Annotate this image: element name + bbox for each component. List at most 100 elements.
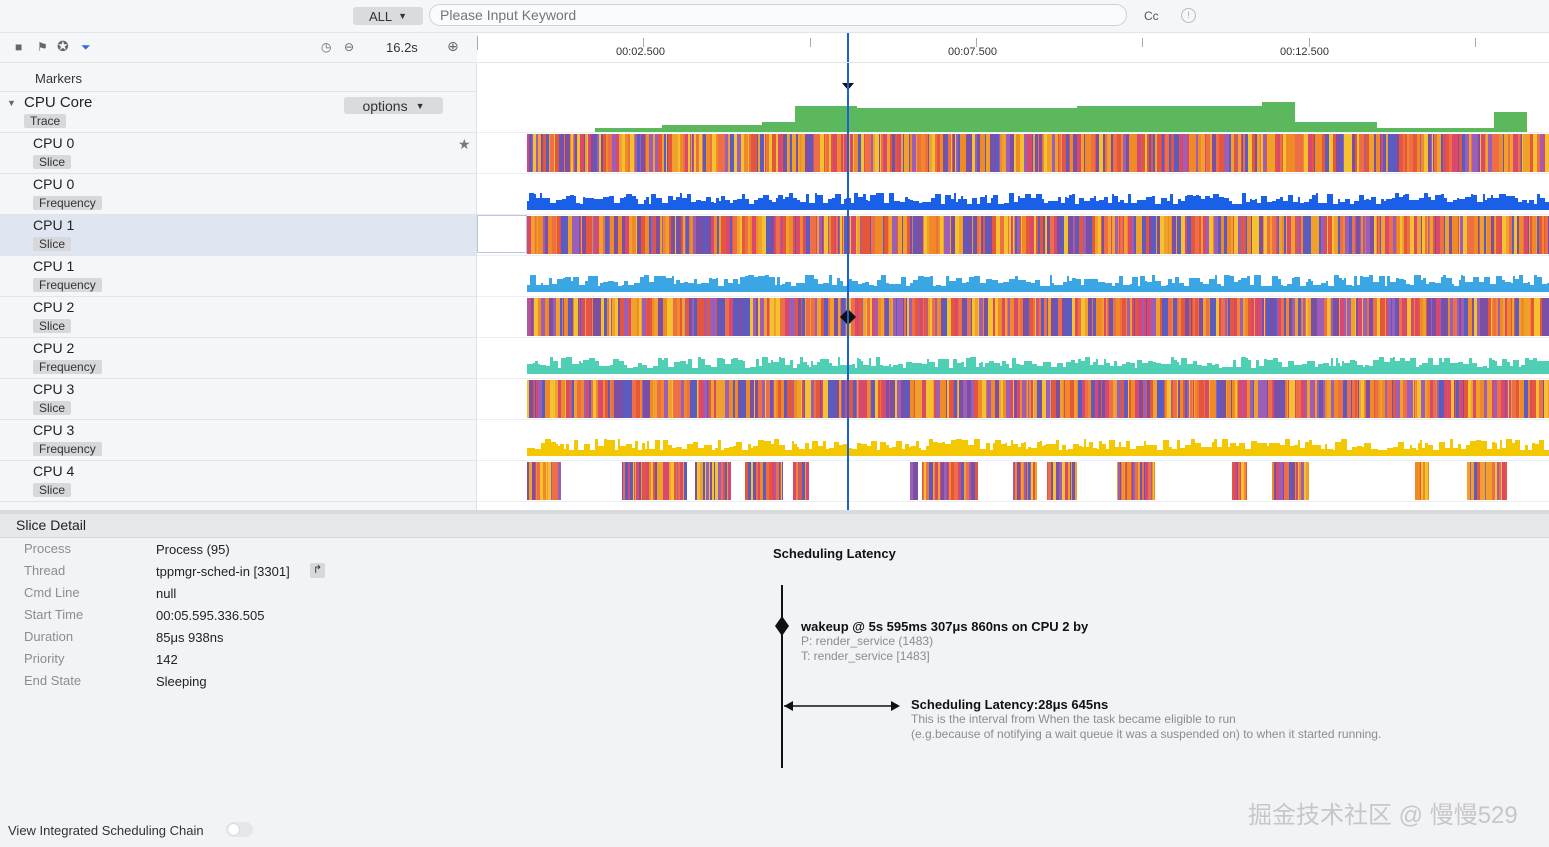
cpu-frequency-bar <box>986 443 990 456</box>
time-cursor[interactable] <box>847 63 849 510</box>
cpu-frequency-bar <box>1090 365 1093 374</box>
cpu-frequency-bar <box>803 362 807 374</box>
cpu-frequency-bar <box>1056 440 1059 456</box>
markers-row[interactable]: Markers <box>0 63 476 92</box>
cpu-frequency-bar <box>1424 193 1428 210</box>
cpu-frequency-bar <box>1298 197 1300 210</box>
cpu-slice <box>770 380 773 418</box>
cpu-slice <box>1021 216 1022 254</box>
track-cpu1-frequency[interactable]: CPU 1 Frequency <box>0 256 476 297</box>
timeline-canvas[interactable] <box>477 63 1549 510</box>
time-ruler[interactable]: 00:02.500 00:07.500 00:12.500 <box>477 33 1549 63</box>
cpu-frequency-bar <box>687 444 693 456</box>
gear-icon[interactable]: ✪ <box>57 38 69 54</box>
cpu-frequency-bar <box>527 364 533 374</box>
search-input[interactable] <box>429 4 1127 26</box>
cpu-slice <box>948 462 949 500</box>
cpu-frequency-bar <box>1024 442 1026 456</box>
cpu-frequency-bar <box>1342 280 1344 292</box>
track-cpu0-frequency[interactable]: CPU 0 Frequency <box>0 174 476 215</box>
cpu-slice <box>1356 298 1358 336</box>
scope-select[interactable]: ALL ▼ <box>353 7 423 25</box>
cpu-slice <box>1417 134 1420 172</box>
cpu-frequency-bar <box>1040 286 1044 292</box>
cpu-frequency-bar <box>913 280 918 292</box>
cpu-slice <box>1425 462 1426 500</box>
time-cursor-ruler[interactable] <box>847 33 849 62</box>
cpu-slice <box>564 134 565 172</box>
cpu-frequency-bar <box>969 277 974 292</box>
info-icon[interactable]: ! <box>1181 8 1196 23</box>
cpu-slice <box>1030 134 1032 172</box>
track-cpu1-slice[interactable]: CPU 1 Slice <box>0 215 476 256</box>
cpu-frequency-bar <box>870 195 876 210</box>
cpu-frequency-bar <box>929 439 933 456</box>
expand-triangle-icon[interactable]: ▼ <box>7 98 16 108</box>
square-icon[interactable]: ■ <box>15 40 23 54</box>
cpu-frequency-bar <box>1200 282 1203 292</box>
cpu-slice <box>537 462 540 500</box>
track-cpu-core[interactable]: ▼ CPU Core Trace options ▼ <box>0 92 476 133</box>
cpu-slice <box>1004 216 1008 254</box>
cpu-frequency-bar <box>541 443 545 456</box>
track-name: CPU 3 <box>33 422 75 438</box>
track-cpu3-frequency[interactable]: CPU 3 Frequency <box>0 420 476 461</box>
match-case-button[interactable]: Cc <box>1144 9 1159 23</box>
options-select[interactable]: options ▼ <box>344 97 443 114</box>
cpu-slice <box>773 298 774 336</box>
cpu-slice <box>879 134 880 172</box>
cpu-slice <box>1324 216 1327 254</box>
cpu-slice <box>1030 380 1031 418</box>
cpu-slice <box>704 380 707 418</box>
track-name: CPU 4 <box>33 463 75 479</box>
cpu-slice <box>1171 380 1172 418</box>
cpu-slice <box>1117 380 1121 418</box>
cpu-slice <box>1420 134 1421 172</box>
cpu-slice <box>1506 216 1509 254</box>
cpu-slice <box>1227 298 1228 336</box>
row-separator <box>477 501 1549 502</box>
zoom-out-icon[interactable]: ⊖ <box>344 40 355 54</box>
toggle-knob[interactable] <box>228 824 239 835</box>
cpu-slice <box>1258 380 1262 418</box>
cpu-slice <box>864 134 865 172</box>
cpu-slice <box>1279 462 1282 500</box>
cpu-frequency-bar <box>1294 445 1298 456</box>
cpu-slice <box>1275 134 1277 172</box>
track-cpu2-frequency[interactable]: CPU 2 Frequency <box>0 338 476 379</box>
track-cpu3-slice[interactable]: CPU 3 Slice <box>0 379 476 420</box>
zoom-in-icon[interactable]: ⊕ <box>447 38 459 54</box>
cpu-frequency-bar <box>1236 204 1242 210</box>
cpu-frequency-bar <box>1422 448 1425 456</box>
cpu-slice <box>716 298 717 336</box>
star-icon[interactable]: ★ <box>458 136 471 152</box>
cpu-slice <box>706 462 709 500</box>
reset-zoom-icon[interactable]: ◷ <box>321 40 332 54</box>
track-cpu0-slice[interactable]: CPU 0 Slice ★ <box>0 133 476 174</box>
cpu-slice <box>1305 134 1308 172</box>
cpu-slice <box>1174 298 1177 336</box>
cpu-slice <box>728 462 731 500</box>
cpu-frequency-bar <box>1471 194 1473 210</box>
cpu-slice <box>1129 134 1133 172</box>
cpu-frequency-bar <box>733 446 736 456</box>
cpu-slice <box>1133 134 1137 172</box>
filter-icon[interactable]: ⏷ <box>81 40 91 54</box>
cpu-slice <box>663 216 666 254</box>
cpu-slice <box>1093 298 1096 336</box>
cpu-frequency-bar <box>1119 442 1121 456</box>
track-cpu2-slice[interactable]: CPU 2 Slice <box>0 297 476 338</box>
jump-to-thread-icon[interactable]: ↱ <box>310 563 325 578</box>
cpu-slice <box>635 134 637 172</box>
cpu-slice <box>1478 216 1479 254</box>
cpu-slice <box>742 216 745 254</box>
flag-icon[interactable]: ⚑ <box>37 40 48 54</box>
panel-divider[interactable] <box>0 510 1549 514</box>
track-cpu4-slice[interactable]: CPU 4 Slice <box>0 461 476 502</box>
cpu-slice <box>1107 298 1108 336</box>
cpu-slice <box>678 462 680 500</box>
cpu-frequency-bar <box>966 358 970 374</box>
cpu-slice <box>555 134 559 172</box>
cpu-frequency-bar <box>558 368 561 374</box>
cpu-slice <box>818 134 820 172</box>
